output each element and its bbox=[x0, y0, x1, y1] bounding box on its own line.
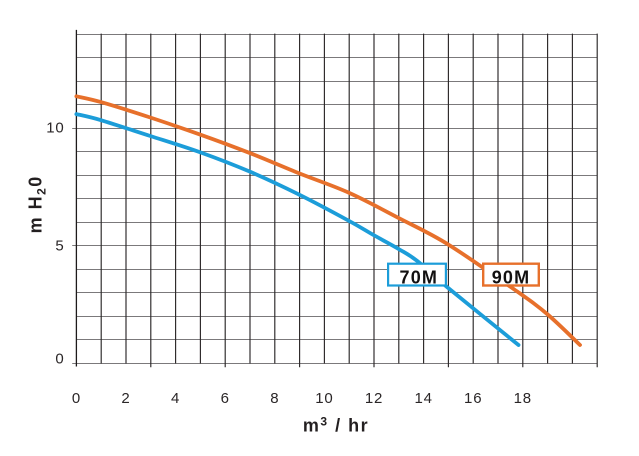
svg-text:5: 5 bbox=[55, 238, 64, 255]
svg-text:0: 0 bbox=[72, 390, 81, 407]
svg-text:m3 / hr: m3 / hr bbox=[303, 415, 369, 436]
svg-text:70M: 70M bbox=[399, 268, 438, 288]
svg-text:12: 12 bbox=[365, 390, 383, 407]
svg-text:m H20: m H20 bbox=[26, 175, 49, 233]
svg-text:6: 6 bbox=[221, 390, 230, 407]
svg-text:90M: 90M bbox=[492, 268, 531, 288]
svg-text:10: 10 bbox=[315, 390, 333, 407]
svg-text:14: 14 bbox=[414, 390, 432, 407]
svg-text:0: 0 bbox=[55, 351, 64, 368]
svg-text:2: 2 bbox=[121, 390, 130, 407]
svg-text:16: 16 bbox=[464, 390, 482, 407]
svg-text:8: 8 bbox=[270, 390, 279, 407]
svg-text:10: 10 bbox=[46, 119, 64, 136]
svg-text:4: 4 bbox=[171, 390, 180, 407]
svg-text:18: 18 bbox=[514, 390, 532, 407]
